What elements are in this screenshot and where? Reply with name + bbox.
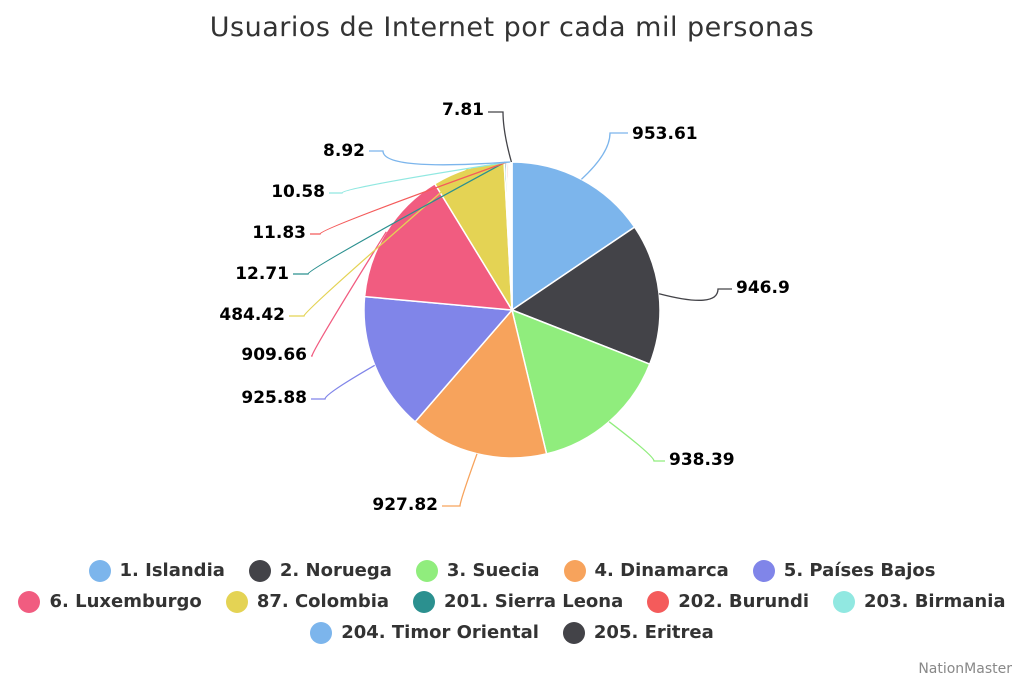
legend-item[interactable]: 4. Dinamarca <box>563 559 729 582</box>
chart-title: Usuarios de Internet por cada mil person… <box>209 12 815 43</box>
legend-label: 205. Eritrea <box>593 622 714 643</box>
legend-item[interactable]: 203. Birmania <box>833 590 1006 613</box>
pie-slices <box>363 161 661 459</box>
pie-slice[interactable] <box>510 308 651 455</box>
legend-row: 1. Islandia 2. Noruega 3. Suecia 4. Dinamar… <box>0 555 1024 586</box>
legend-item[interactable]: 2. Noruega <box>248 559 392 582</box>
legend-label: 3. Suecia <box>446 560 540 581</box>
legend-item[interactable]: 5. Países Bajos <box>752 559 936 582</box>
data-label: 925.88 <box>241 388 307 408</box>
data-labels: 953.61 946.9 938.39 927.82 925.88 909.66 484.4… <box>219 100 789 515</box>
data-label: 484.42 <box>219 305 285 325</box>
data-label: 7.81 <box>442 100 484 120</box>
legend-swatch <box>415 559 438 582</box>
legend-item[interactable]: 87. Colombia <box>225 590 390 613</box>
legend-item[interactable]: 202. Burundi <box>647 590 810 613</box>
label-connector <box>311 231 387 357</box>
legend-item[interactable]: 3. Suecia <box>415 559 540 582</box>
pie-slice[interactable] <box>363 295 514 423</box>
legend-row: 204. Timor Oriental 205. Eritrea <box>0 617 1024 648</box>
label-connector <box>369 150 511 166</box>
credit-text[interactable]: NationMaster <box>918 661 1012 677</box>
legend-swatch <box>562 621 585 644</box>
legend-label: 5. Países Bajos <box>783 560 936 581</box>
pie-slice[interactable] <box>510 226 661 366</box>
legend-item[interactable]: 205. Eritrea <box>562 621 714 644</box>
data-label: 8.92 <box>323 141 365 161</box>
legend-swatch <box>752 559 775 582</box>
label-connector <box>658 288 732 301</box>
legend-item[interactable]: 6. Luxemburgo <box>18 590 202 613</box>
legend-label: 2. Noruega <box>279 560 392 581</box>
legend-swatch <box>413 590 436 613</box>
legend-item[interactable]: 1. Islandia <box>88 559 225 582</box>
pie-slice[interactable] <box>511 161 636 312</box>
data-label: 10.58 <box>271 182 325 202</box>
legend-item[interactable]: 201. Sierra Leona <box>413 590 624 613</box>
legend-label: 4. Dinamarca <box>594 560 729 581</box>
data-label: 946.9 <box>736 278 790 298</box>
legend-swatch <box>647 590 670 613</box>
legend-label: 203. Birmania <box>864 591 1006 612</box>
legend-swatch <box>225 590 248 613</box>
legend-swatch <box>310 621 333 644</box>
label-connector <box>488 111 513 163</box>
label-connector <box>310 161 508 235</box>
data-label: 953.61 <box>632 124 698 144</box>
legend: 1. Islandia 2. Noruega 3. Suecia 4. Dinamar… <box>0 555 1024 648</box>
legend-label: 6. Luxemburgo <box>49 591 202 612</box>
legend-swatch <box>833 590 856 613</box>
data-label: 11.83 <box>252 223 306 243</box>
legend-row: 6. Luxemburgo 87. Colombia 201. Sierra Leo… <box>0 586 1024 617</box>
data-label: 938.39 <box>669 450 735 470</box>
label-connector <box>293 161 506 275</box>
legend-label: 87. Colombia <box>256 591 390 612</box>
label-connector <box>311 364 376 400</box>
label-connector <box>442 453 478 507</box>
data-label: 12.71 <box>235 264 289 284</box>
legend-swatch <box>88 559 111 582</box>
legend-label: 201. Sierra Leona <box>444 591 624 612</box>
legend-swatch <box>18 590 41 613</box>
label-connector <box>329 161 509 194</box>
data-label: 909.66 <box>241 345 307 365</box>
legend-label: 202. Burundi <box>678 591 810 612</box>
data-label: 927.82 <box>372 495 438 515</box>
label-connectors <box>289 111 732 507</box>
legend-label: 204. Timor Oriental <box>341 622 539 643</box>
label-connector <box>580 132 628 180</box>
legend-swatch <box>563 559 586 582</box>
legend-label: 1. Islandia <box>119 560 225 581</box>
legend-item[interactable]: 204. Timor Oriental <box>310 621 539 644</box>
legend-swatch <box>248 559 271 582</box>
label-connector <box>608 421 665 462</box>
